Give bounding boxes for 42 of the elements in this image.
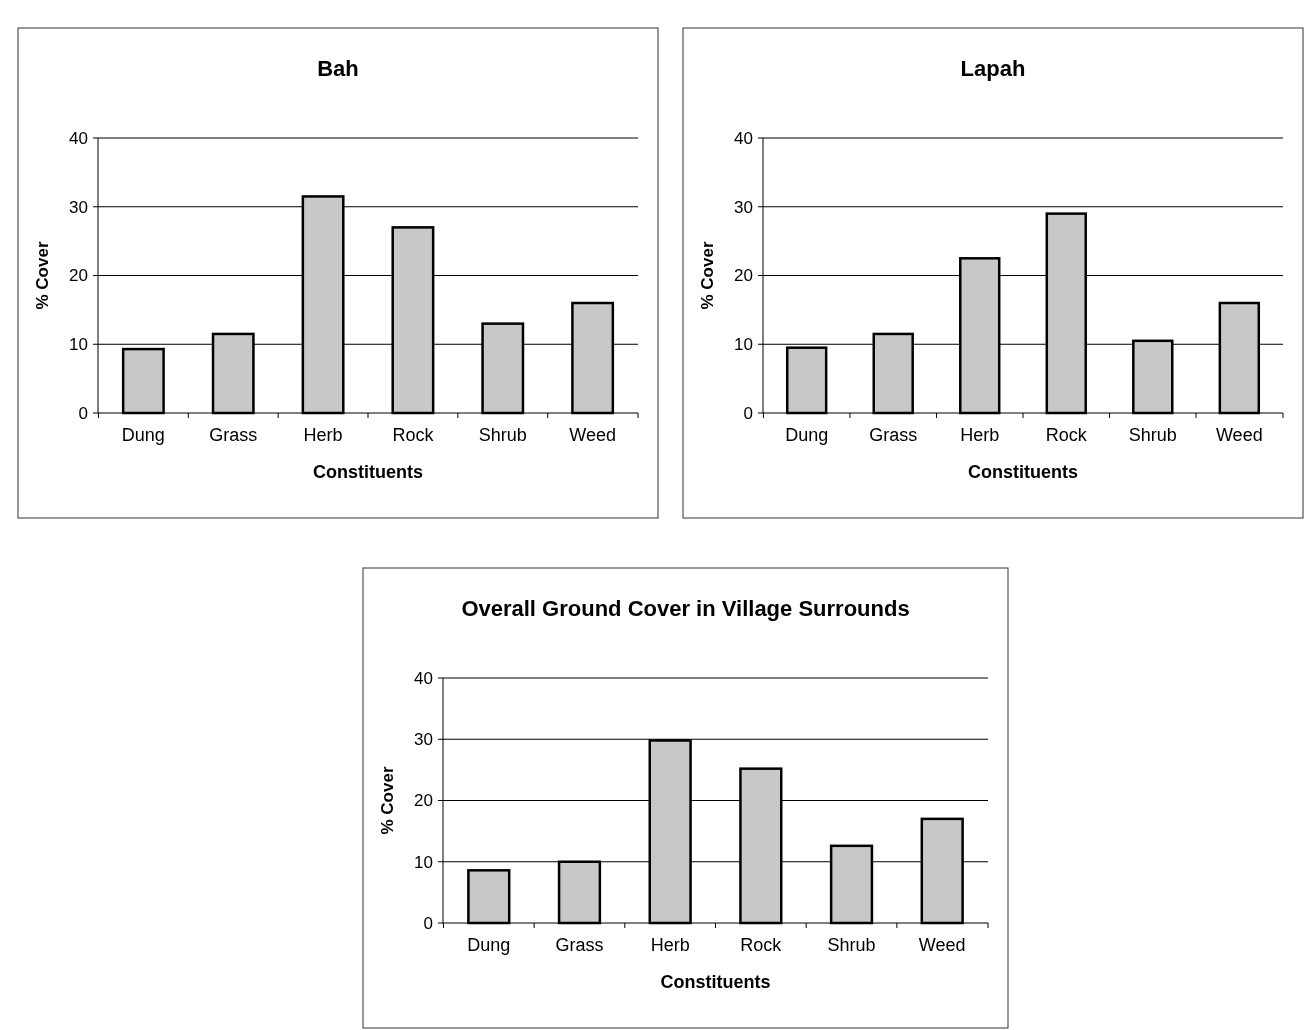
- x-tick-label: Dung: [785, 425, 829, 445]
- x-axis-title: Constituents: [660, 972, 771, 992]
- x-axis-title: Constituents: [313, 462, 423, 482]
- y-axis-title: % Cover: [378, 766, 397, 835]
- x-tick-label: Weed: [918, 935, 966, 955]
- y-tick-label: 30: [414, 730, 433, 750]
- x-tick-label: Weed: [569, 425, 616, 445]
- chart-title: Overall Ground Cover in Village Surrounds: [461, 596, 910, 621]
- x-tick-label: Grass: [209, 425, 258, 445]
- y-tick-label: 20: [734, 266, 753, 286]
- y-axis-title: % Cover: [33, 241, 52, 310]
- y-tick-label: 0: [423, 913, 433, 933]
- y-tick-label: 0: [743, 403, 753, 423]
- x-tick-label: Grass: [555, 935, 604, 955]
- chart-title: Lapah: [960, 56, 1026, 81]
- x-tick-label: Rock: [1045, 425, 1088, 445]
- y-tick-label: 40: [734, 128, 753, 148]
- x-tick-label: Shrub: [478, 425, 527, 445]
- y-axis-title: % Cover: [698, 241, 717, 310]
- y-tick-label: 0: [78, 403, 88, 423]
- y-tick-label: 10: [69, 335, 88, 355]
- x-tick-label: Shrub: [827, 935, 876, 955]
- x-axis-title: Constituents: [968, 462, 1078, 482]
- y-tick-label: 20: [69, 266, 88, 286]
- x-tick-label: Herb: [303, 425, 343, 445]
- x-tick-label: Shrub: [1128, 425, 1177, 445]
- y-tick-label: 40: [69, 128, 88, 148]
- x-tick-label: Dung: [467, 935, 511, 955]
- y-tick-label: 40: [414, 668, 433, 688]
- chart-title: Bah: [317, 56, 359, 81]
- x-tick-label: Herb: [960, 425, 1000, 445]
- x-tick-label: Rock: [740, 935, 783, 955]
- y-tick-label: 30: [69, 197, 88, 217]
- y-tick-label: 30: [734, 197, 753, 217]
- x-tick-label: Grass: [869, 425, 918, 445]
- x-tick-label: Herb: [650, 935, 690, 955]
- y-tick-label: 20: [414, 791, 433, 811]
- x-tick-label: Weed: [1215, 425, 1263, 445]
- x-tick-label: Dung: [121, 425, 165, 445]
- y-tick-label: 10: [414, 852, 433, 872]
- x-tick-label: Rock: [392, 425, 435, 445]
- y-tick-label: 10: [734, 335, 753, 355]
